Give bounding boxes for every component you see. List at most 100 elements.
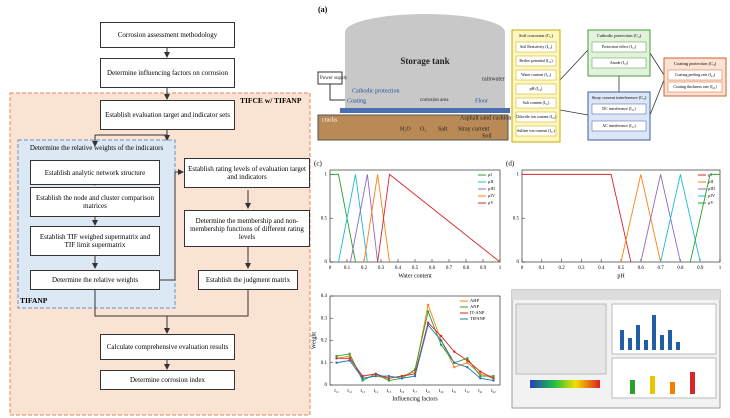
flow-box: Calculate comprehensive evaluation resul… bbox=[100, 334, 235, 360]
item-label: DC interference (I₃₁) bbox=[602, 106, 636, 111]
point bbox=[492, 379, 495, 382]
point bbox=[426, 323, 430, 327]
series-line bbox=[689, 173, 720, 263]
x-tick-label: I₁₆ bbox=[400, 388, 405, 393]
x-tick-label: I₃₁ bbox=[452, 388, 457, 393]
item-box bbox=[667, 81, 723, 93]
x-tick-label: 0.3 bbox=[378, 266, 385, 271]
item-box bbox=[515, 83, 557, 95]
x-tick-label: 0.5 bbox=[412, 266, 419, 271]
x-tick-label: 0.5 bbox=[618, 266, 625, 271]
screenshot-panel bbox=[511, 289, 721, 409]
panel-label: (a) bbox=[318, 5, 328, 14]
point bbox=[335, 357, 338, 360]
x-tick-label: 0.1 bbox=[539, 266, 546, 271]
plot-frame bbox=[521, 169, 721, 263]
diagram-label: Power supply bbox=[320, 76, 348, 81]
x-tick-label: I₁₃ bbox=[360, 388, 365, 393]
x-axis-label: pH bbox=[617, 273, 625, 279]
x-tick-label: I₂₁ bbox=[426, 388, 431, 393]
point bbox=[426, 310, 430, 313]
diagram-label: Soil bbox=[482, 133, 492, 139]
point bbox=[453, 361, 456, 364]
cluster-title: Cathodic protection (C₂) bbox=[597, 33, 642, 38]
flow-box: Determine the membership and non-members… bbox=[184, 210, 310, 247]
item-box bbox=[515, 111, 557, 123]
legend-label: μII bbox=[708, 179, 714, 184]
item-box bbox=[591, 57, 647, 69]
y-tick-label: 0.5 bbox=[321, 216, 328, 221]
flow-box: Corrosion assessment methodology bbox=[100, 22, 235, 48]
y-tick-label: 0.1 bbox=[321, 361, 328, 366]
item-box bbox=[515, 97, 557, 109]
legend-label: TIFANP bbox=[470, 316, 486, 321]
item-label: Coating thickness rate (I₄₂) bbox=[673, 84, 717, 89]
x-tick-label: I₁₄ bbox=[373, 388, 378, 393]
y-tick-label: 0 bbox=[325, 383, 328, 388]
y-axis-label: Weight bbox=[311, 332, 317, 350]
x-tick-label: 0.2 bbox=[558, 266, 565, 271]
item-box bbox=[515, 55, 557, 67]
point bbox=[374, 372, 377, 376]
flow-box: Establish evaluation target and indicato… bbox=[100, 100, 235, 130]
item-label: Soil Resistivity (I₁₁) bbox=[520, 44, 553, 49]
diagram-label: Stray current bbox=[458, 126, 489, 132]
legend-label: μIV bbox=[708, 193, 716, 198]
x-tick-label: 0.9 bbox=[697, 266, 704, 271]
point bbox=[466, 359, 469, 362]
panel-label: (c) bbox=[314, 160, 322, 168]
point bbox=[348, 359, 351, 362]
point bbox=[492, 374, 495, 378]
flow-box: Establish analytic network structure bbox=[30, 160, 160, 185]
x-tick-label: I₁₅ bbox=[387, 388, 392, 393]
y-tick-label: 0.4 bbox=[321, 294, 328, 299]
x-tick-label: I₄₂ bbox=[491, 388, 496, 393]
legend-label: AHP bbox=[470, 298, 479, 303]
point bbox=[413, 374, 417, 378]
flow-box: Establish the judgment matrix bbox=[198, 270, 298, 290]
point bbox=[479, 370, 482, 373]
inner-group-title: Determine the relative weights of the in… bbox=[29, 144, 164, 152]
x-tick-label: 0.8 bbox=[677, 266, 684, 271]
series-line bbox=[620, 174, 662, 263]
y-tick-label: 0 bbox=[517, 260, 520, 265]
cluster-title: Stray current interference (C₃) bbox=[592, 95, 647, 100]
diagram-label: Coating bbox=[347, 98, 366, 104]
plot-frame bbox=[329, 169, 501, 263]
item-label: Salt content (I₁₅) bbox=[523, 100, 550, 105]
point bbox=[492, 377, 495, 380]
point bbox=[400, 377, 404, 380]
series-line bbox=[377, 173, 501, 263]
diagram-label: Cathodic protection bbox=[352, 88, 400, 94]
point bbox=[361, 379, 364, 382]
point bbox=[466, 366, 469, 369]
x-tick-label: I₁₇ bbox=[413, 388, 418, 393]
cluster-link bbox=[649, 52, 665, 76]
point bbox=[479, 377, 482, 380]
point bbox=[335, 354, 338, 358]
item-label: Water content (I₁₃) bbox=[521, 72, 552, 77]
series-line bbox=[363, 174, 390, 263]
x-tick-label: 0 bbox=[521, 266, 524, 271]
x-tick-label: 0.6 bbox=[638, 266, 645, 271]
x-axis-label: Water content bbox=[398, 273, 432, 279]
flow-box: Determine corrosion index bbox=[100, 370, 235, 390]
x-tick-label: 0 bbox=[329, 266, 332, 271]
cluster-link bbox=[649, 79, 665, 116]
x-axis-label: Influencing factors bbox=[392, 395, 438, 402]
series-line bbox=[338, 174, 368, 263]
item-label: Anode (I₂₂) bbox=[610, 60, 629, 65]
diagram-label: Salt bbox=[438, 126, 448, 132]
y-tick-label: 1 bbox=[325, 173, 328, 178]
point bbox=[439, 339, 443, 342]
diagram-label: O₂ bbox=[420, 126, 426, 132]
item-box bbox=[515, 41, 557, 53]
x-tick-label: 0.4 bbox=[395, 266, 402, 271]
x-tick-label: 0.8 bbox=[463, 266, 470, 271]
item-label: AC interference (I₃₂) bbox=[602, 123, 636, 128]
diagram-label: cracks bbox=[322, 117, 338, 123]
item-label: Coating peeling rate (I₄₁) bbox=[675, 72, 716, 77]
point bbox=[387, 374, 391, 378]
flow-box: Establish TIF weighed supermatrix and TI… bbox=[30, 226, 160, 256]
item-label: Sulfate ion content (I₁₇) bbox=[517, 128, 556, 133]
